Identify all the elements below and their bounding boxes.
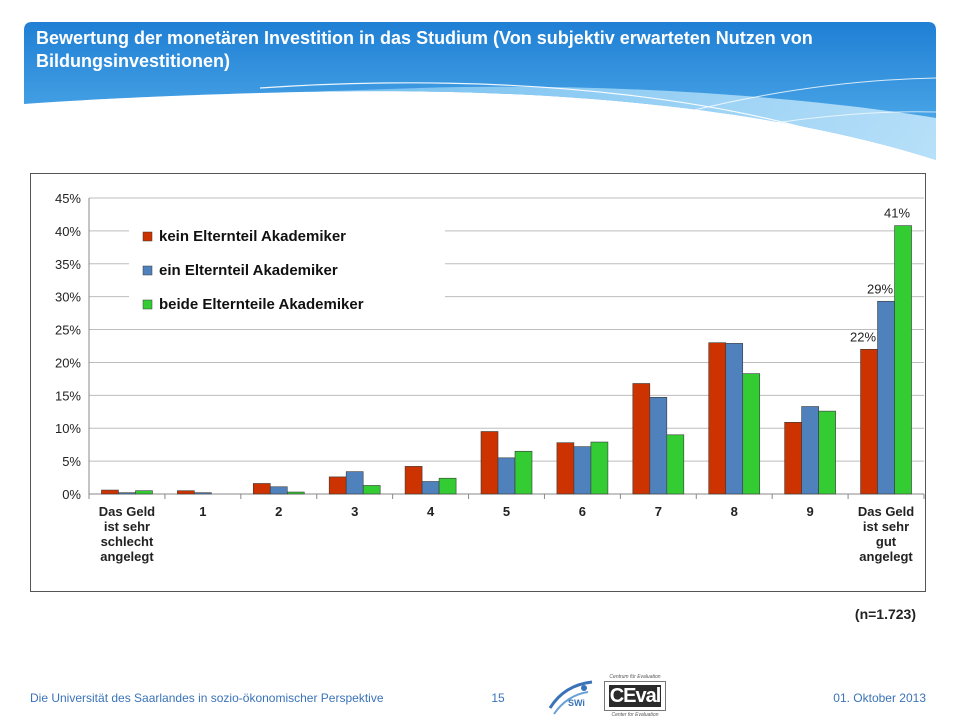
legend-swatch	[142, 231, 153, 242]
bar	[649, 397, 668, 495]
bars	[101, 225, 912, 495]
y-tick-label: 0%	[62, 487, 81, 502]
bar	[573, 446, 592, 495]
bar	[118, 492, 136, 495]
x-tick-label: 8	[731, 504, 738, 519]
header-wave-graphic	[24, 22, 937, 161]
swi-logo: SWi	[544, 674, 598, 718]
page-number: 15	[491, 691, 505, 705]
legend-swatch	[142, 265, 153, 276]
legend-label: beide Elternteile Akademiker	[159, 296, 364, 313]
y-tick-label: 5%	[62, 454, 81, 469]
bar	[860, 348, 878, 495]
y-axis: 0% 5% 10% 15% 20% 25% 30% 35% 40% 45%	[55, 191, 81, 502]
bar	[421, 481, 440, 495]
bar	[177, 490, 195, 495]
bar	[135, 490, 153, 495]
slide-title: Bewertung der monetären Investition in d…	[36, 28, 813, 71]
bar	[590, 441, 609, 495]
bar-chart: 0% 5% 10% 15% 20% 25% 30% 35% 40% 45% Das Geld ist…	[55, 191, 925, 564]
y-tick-label: 35%	[55, 257, 81, 272]
ceval-logo-bottom-text: Center for Evaluation	[611, 712, 659, 718]
bar	[725, 343, 744, 495]
x-tick-label: 4	[427, 504, 435, 519]
bar	[818, 410, 836, 495]
ceval-logo-mark: CEval	[604, 681, 666, 711]
x-tick-label: 1	[199, 504, 206, 519]
bar	[480, 431, 499, 495]
bar	[801, 406, 819, 495]
swi-logo-text: SWi	[568, 698, 585, 708]
data-labels: 22% 29% 41%	[850, 206, 910, 345]
bar	[877, 300, 895, 495]
x-tick-label: 9	[807, 504, 814, 519]
ceval-logo-mark-text: CEval	[608, 685, 662, 707]
x-tick-label: 2	[275, 504, 282, 519]
data-label: 22%	[850, 329, 876, 344]
bar	[666, 434, 685, 495]
y-tick-label: 10%	[55, 421, 81, 436]
footer-date: 01. Oktober 2013	[833, 691, 926, 705]
bar	[345, 471, 364, 495]
bar	[438, 477, 457, 495]
bar	[286, 491, 305, 495]
bar	[328, 476, 347, 495]
y-tick-label: 25%	[55, 323, 81, 338]
bar	[404, 466, 423, 495]
bar	[742, 373, 761, 495]
legend-label: ein Elternteil Akademiker	[159, 262, 338, 279]
x-axis: Das Geld ist sehr schlecht angelegt 1 2 3 4 5 6 7 8…	[88, 494, 925, 564]
x-tick-label: Das Geld ist sehr gut angelegt	[858, 504, 914, 564]
bar	[101, 489, 119, 495]
sample-size-note: (n=1.723)	[854, 606, 916, 622]
ceval-logo-top-text: Centrum für Evaluation	[609, 674, 661, 680]
ceval-logo: Centrum für Evaluation CEval Center for …	[604, 674, 666, 720]
bar	[269, 486, 288, 495]
bar	[708, 342, 727, 495]
chart-frame: 0% 5% 10% 15% 20% 25% 30% 35% 40% 45% Das Geld ist…	[30, 173, 926, 592]
bar	[497, 457, 516, 495]
legend-swatch	[142, 299, 153, 310]
data-label: 41%	[884, 206, 910, 221]
bar	[784, 422, 802, 495]
y-tick-label: 40%	[55, 224, 81, 239]
y-tick-label: 45%	[55, 191, 81, 206]
x-tick-label: 6	[579, 504, 586, 519]
x-tick-label: 5	[503, 504, 510, 519]
legend-label: kein Elternteil Akademiker	[159, 228, 346, 245]
y-tick-label: 20%	[55, 355, 81, 370]
legend-box	[129, 218, 445, 328]
x-tick-label: 3	[351, 504, 358, 519]
data-label: 29%	[867, 281, 893, 296]
y-tick-label: 30%	[55, 290, 81, 305]
bar	[556, 442, 575, 495]
bar	[362, 485, 381, 495]
bar	[632, 383, 651, 495]
bar	[894, 225, 912, 495]
x-tick-label: Das Geld ist sehr schlecht angelegt	[99, 504, 155, 564]
bar	[514, 450, 533, 495]
legend: kein Elternteil Akademiker ein Elternteil…	[129, 218, 445, 328]
slide-header: Bewertung der monetären Investition in d…	[0, 0, 960, 170]
y-tick-label: 15%	[55, 388, 81, 403]
bar	[252, 483, 271, 495]
x-tick-label: 7	[655, 504, 662, 519]
footer-presentation-title: Die Universität des Saarlandes in sozio-…	[30, 691, 384, 705]
bar	[194, 492, 212, 495]
